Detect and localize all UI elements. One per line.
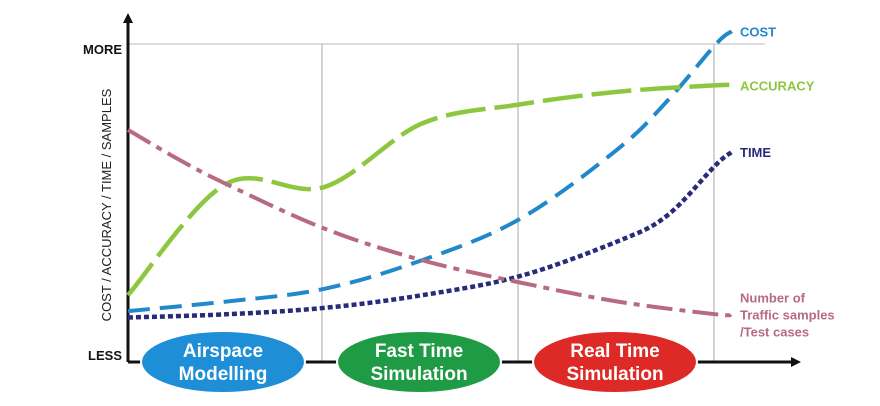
phase-label-airspace-modelling-1: Airspace <box>183 341 263 362</box>
phase-ellipse-fast-time-simulation <box>336 330 502 394</box>
y-axis-label: COST / ACCURACY / TIME / SAMPLES <box>99 88 114 321</box>
y-bottom-label: LESS <box>88 348 122 363</box>
legend-label-time-1: TIME <box>740 145 771 160</box>
legend-label-cost-1: COST <box>740 24 776 39</box>
phase-label-fast-time-simulation-1: Fast Time <box>375 341 463 362</box>
legend-group: COST ACCURACY TIME Number of Traffic samples… <box>740 24 835 339</box>
phase-ellipse-airspace-modelling <box>140 330 306 394</box>
phase-label-airspace-modelling-2: Modelling <box>179 364 268 385</box>
y-top-label: MORE <box>83 42 122 57</box>
legend-label-number-of-traffic-samples-test-cases-3: /Test cases <box>740 324 809 339</box>
series-group <box>126 29 734 320</box>
phase-label-real-time-simulation-2: Simulation <box>566 364 663 385</box>
legend-label-number-of-traffic-samples-test-cases-2: Traffic samples <box>740 307 835 322</box>
phase-label-real-time-simulation-1: Real Time <box>570 341 659 362</box>
legend-label-accuracy-1: ACCURACY <box>740 78 815 93</box>
phase-ellipse-real-time-simulation <box>532 330 698 394</box>
series-line-number-of-traffic-samples-test-cases <box>127 128 733 318</box>
series-line-time <box>127 150 734 320</box>
phase-label-fast-time-simulation-2: Simulation <box>370 364 467 385</box>
series-line-cost <box>127 29 733 314</box>
legend-label-number-of-traffic-samples-test-cases-1: Number of <box>740 290 806 305</box>
